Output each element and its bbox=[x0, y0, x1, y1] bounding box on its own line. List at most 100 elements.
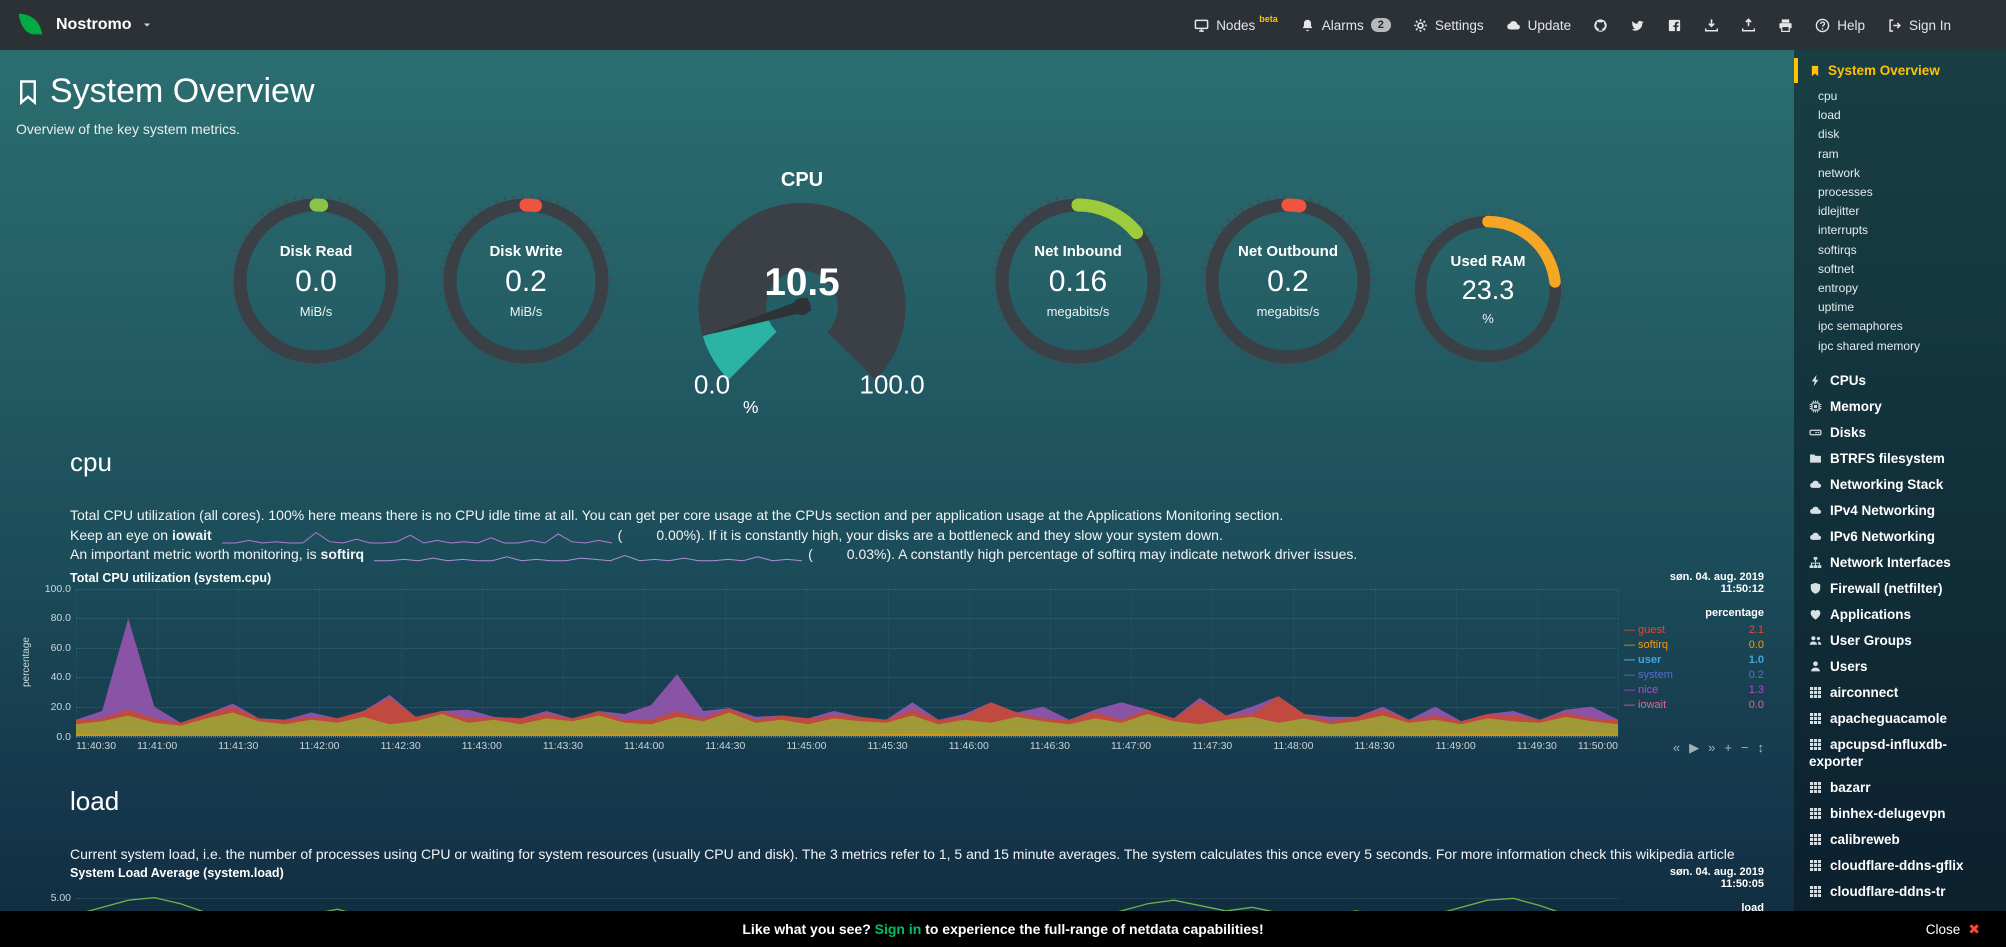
nav-item-print[interactable] bbox=[1767, 0, 1804, 50]
gauge-value: 0.16 bbox=[1048, 265, 1108, 298]
sidebar-item-idlejitter[interactable]: idlejitter bbox=[1818, 204, 1860, 219]
github-icon bbox=[1593, 18, 1608, 33]
sidebar-item-cloudflare-ddns-tr[interactable]: cloudflare-ddns-tr bbox=[1809, 879, 2000, 905]
sidebar-item-network-interfaces[interactable]: Network Interfaces bbox=[1809, 550, 2000, 576]
close-banner-button[interactable]: Close ✖ bbox=[1926, 921, 1980, 938]
resize-button[interactable]: ↕ bbox=[1757, 739, 1765, 755]
gauge-label: Disk Read bbox=[279, 243, 353, 260]
alarm-count-badge: 2 bbox=[1370, 18, 1391, 32]
pan-backward-button[interactable]: « bbox=[1672, 739, 1681, 755]
node-name[interactable]: Nostromo bbox=[56, 16, 132, 33]
legend-iowait[interactable]: — iowait 0.0 bbox=[1624, 698, 1764, 711]
grid-icon bbox=[1809, 685, 1830, 700]
nav-item-help[interactable]: Help bbox=[1804, 0, 1876, 50]
sidebar-item-ipc-shared-memory[interactable]: ipc shared memory bbox=[1818, 338, 1921, 353]
sidebar-item-cloudflare-ddns-gflix[interactable]: cloudflare-ddns-gflix bbox=[1809, 853, 2000, 879]
zoom-in-button[interactable]: + bbox=[1724, 739, 1732, 755]
x-tick: 11:43:00 bbox=[461, 739, 502, 752]
sidebar-item-network[interactable]: network bbox=[1818, 165, 1861, 180]
sidebar-item-users[interactable]: Users bbox=[1809, 654, 2000, 680]
wikipedia-link[interactable]: wikipedia article bbox=[1635, 845, 1735, 862]
iowait-sparkline[interactable] bbox=[222, 528, 612, 544]
sidebar-item-memory[interactable]: Memory bbox=[1809, 394, 2000, 420]
nav-item-sign-in[interactable]: Sign In bbox=[1876, 0, 1962, 50]
gauge-disk-read[interactable]: Disk Read 0.0 MiB/s bbox=[226, 193, 406, 369]
sidebar-item-uptime[interactable]: uptime bbox=[1818, 300, 1855, 315]
gauge-used-ram[interactable]: Used RAM 23.3 % bbox=[1408, 211, 1568, 367]
nav-item-github[interactable] bbox=[1582, 0, 1619, 50]
sidebar-item-ipv6-networking[interactable]: IPv6 Networking bbox=[1809, 524, 2000, 550]
legend-nice[interactable]: — nice 1.3 bbox=[1624, 683, 1764, 696]
sidebar-sections: CPUs Memory Disks BTRFS filesystem Networkin… bbox=[1794, 368, 2006, 905]
play-button[interactable]: ▶ bbox=[1689, 739, 1700, 755]
chevron-down-icon[interactable] bbox=[142, 20, 152, 30]
bolt-icon bbox=[1809, 373, 1830, 388]
sidebar-item-applications[interactable]: Applications bbox=[1809, 602, 2000, 628]
sidebar-item-interrupts[interactable]: interrupts bbox=[1818, 223, 1869, 238]
sidebar-item-entropy[interactable]: entropy bbox=[1818, 281, 1859, 296]
sidebar-item-apcupsd-influxdb-exporter[interactable]: apcupsd-influxdb-exporter bbox=[1809, 737, 1947, 770]
plot-area[interactable] bbox=[76, 588, 1619, 738]
sidebar-item-ram[interactable]: ram bbox=[1818, 146, 1839, 161]
sidebar-item-disk[interactable]: disk bbox=[1818, 127, 1840, 142]
nav-item-facebook[interactable] bbox=[1656, 0, 1693, 50]
sidebar-item-softirqs[interactable]: softirqs bbox=[1818, 242, 1857, 257]
nav-item-export-snapshot[interactable] bbox=[1693, 0, 1730, 50]
sidebar-item-softnet[interactable]: softnet bbox=[1818, 261, 1855, 276]
pan-forward-button[interactable]: » bbox=[1708, 739, 1716, 755]
signin-suffix: to experience the full-range of netdata … bbox=[921, 921, 1264, 937]
sidebar-item-bazarr[interactable]: bazarr bbox=[1809, 775, 2000, 801]
gauge-unit: MiB/s bbox=[299, 304, 333, 319]
bookmark-outline-icon bbox=[20, 79, 36, 105]
sidebar-item-user-groups[interactable]: User Groups bbox=[1809, 628, 2000, 654]
x-tick: 11:49:00 bbox=[1435, 739, 1476, 752]
nav-label: Update bbox=[1527, 17, 1572, 33]
gauge-net-inbound[interactable]: Net Inbound 0.16 megabits/s bbox=[988, 193, 1168, 369]
gauge-label: Net Outbound bbox=[1238, 243, 1338, 260]
sidebar-item-ipv4-networking[interactable]: IPv4 Networking bbox=[1809, 498, 2000, 524]
sidebar-item-networking-stack[interactable]: Networking Stack bbox=[1809, 472, 2000, 498]
legend-guest[interactable]: — guest 2.1 bbox=[1624, 623, 1764, 636]
softirq-sparkline[interactable] bbox=[374, 547, 802, 563]
sidebar-item-ipc-semaphores[interactable]: ipc semaphores bbox=[1818, 319, 1903, 334]
cpu-utilization-chart[interactable]: Total CPU utilization (system.cpu) perce… bbox=[16, 571, 1765, 756]
brand-area[interactable]: Nostromo bbox=[16, 10, 152, 40]
softirq-line: An important metric worth monitoring, is… bbox=[70, 545, 1764, 565]
sidebar-item-firewall-netfilter[interactable]: Firewall (netfilter) bbox=[1809, 576, 2000, 602]
nav-item-alarms[interactable]: Alarms 2 bbox=[1289, 0, 1402, 50]
legend-user[interactable]: — user 1.0 bbox=[1624, 653, 1764, 666]
cpu-gauge[interactable]: CPU 10.5 0.0 100.0% bbox=[646, 169, 958, 417]
legend-system[interactable]: — system 0.2 bbox=[1624, 668, 1764, 681]
sidebar-item-binhex-delugevpn[interactable]: binhex-delugevpn bbox=[1809, 801, 2000, 827]
x-tick: 11:50:00 bbox=[1577, 739, 1618, 752]
signin-message: Like what you see? Sign in to experience… bbox=[742, 921, 1263, 937]
sidebar-item-cpu[interactable]: cpu bbox=[1818, 89, 1838, 103]
twitter-icon bbox=[1630, 18, 1645, 33]
y-axis-label: percentage bbox=[20, 637, 32, 688]
netdata-logo-icon[interactable] bbox=[16, 10, 46, 40]
sidebar-item-calibreweb[interactable]: calibreweb bbox=[1809, 827, 2000, 853]
gauge-disk-write[interactable]: Disk Write 0.2 MiB/s bbox=[436, 193, 616, 369]
svg-text:100.0: 100.0 bbox=[859, 370, 924, 400]
nav-item-import-snapshot[interactable] bbox=[1730, 0, 1767, 50]
sidebar-item-cpus[interactable]: CPUs bbox=[1809, 368, 2000, 394]
zoom-out-button[interactable]: − bbox=[1740, 739, 1749, 755]
nav-item-nodes[interactable]: Nodes beta bbox=[1183, 0, 1289, 50]
nav-item-update[interactable]: Update bbox=[1495, 0, 1583, 50]
close-icon: ✖ bbox=[1968, 920, 1980, 937]
sidebar-sub-items: cpu load disk ram network processes idlejitter… bbox=[1794, 87, 2006, 356]
sidebar-item-system-overview[interactable]: System Overview bbox=[1794, 58, 2006, 83]
sign-in-link[interactable]: Sign in bbox=[874, 921, 922, 937]
sidebar-item-processes[interactable]: processes bbox=[1818, 185, 1873, 200]
sidebar-item-load[interactable]: load bbox=[1818, 108, 1841, 123]
nav-item-twitter[interactable] bbox=[1619, 0, 1656, 50]
legend-softirq[interactable]: — softirq 0.0 bbox=[1624, 638, 1764, 651]
sidebar-item-disks[interactable]: Disks bbox=[1809, 420, 2000, 446]
sidebar-item-btrfs-filesystem[interactable]: BTRFS filesystem bbox=[1809, 446, 2000, 472]
nav-item-settings[interactable]: Settings bbox=[1402, 0, 1495, 50]
gauge-net-outbound[interactable]: Net Outbound 0.2 megabits/s bbox=[1198, 193, 1378, 369]
y-tick: 20.0 bbox=[50, 700, 71, 713]
sidebar-item-apacheguacamole[interactable]: apacheguacamole bbox=[1809, 706, 2000, 732]
sidebar-item-airconnect[interactable]: airconnect bbox=[1809, 680, 2000, 706]
users-icon bbox=[1809, 633, 1830, 648]
